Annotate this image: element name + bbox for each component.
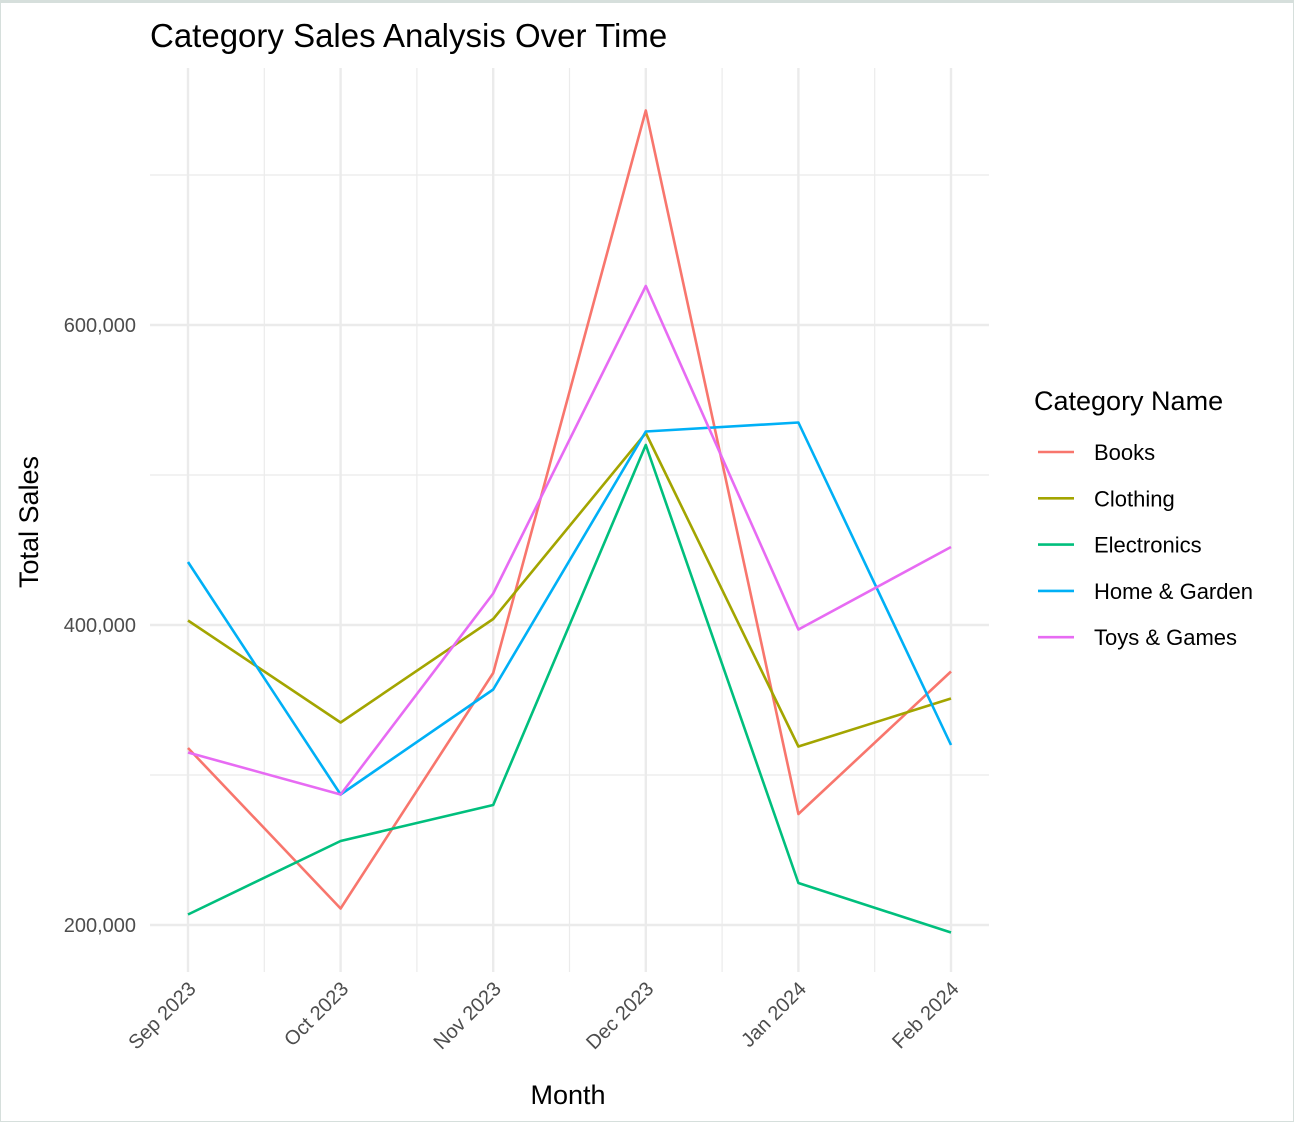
legend-label: Books	[1094, 440, 1155, 465]
x-tick-label: Sep 2023	[124, 978, 200, 1054]
legend-label: Electronics	[1094, 533, 1202, 558]
x-tick-label: Nov 2023	[430, 978, 506, 1054]
x-axis-ticks: Sep 2023 Oct 2023 Nov 2023 Dec 2023 Jan 2024…	[124, 978, 963, 1054]
chart-title: Category Sales Analysis Over Time	[150, 17, 667, 54]
legend-label: Home & Garden	[1094, 579, 1253, 604]
x-tick-label: Dec 2023	[582, 978, 658, 1054]
x-axis-title: Month	[530, 1080, 605, 1110]
x-tick-label: Oct 2023	[280, 978, 353, 1051]
x-tick-label: Jan 2024	[737, 978, 811, 1052]
legend-title: Category Name	[1034, 386, 1223, 416]
y-axis-title: Total Sales	[14, 456, 44, 588]
x-tick-label: Feb 2024	[888, 978, 963, 1053]
legend-label: Clothing	[1094, 486, 1175, 511]
y-axis-ticks: 200,000 400,000 600,000	[64, 315, 136, 937]
grid-lines	[150, 68, 989, 972]
legend-label: Toys & Games	[1094, 625, 1237, 650]
y-tick-label: 400,000	[64, 615, 136, 637]
y-tick-label: 600,000	[64, 315, 136, 337]
legend: Category Name Books Clothing Electronics Ho…	[1034, 386, 1253, 650]
y-tick-label: 200,000	[64, 915, 136, 937]
